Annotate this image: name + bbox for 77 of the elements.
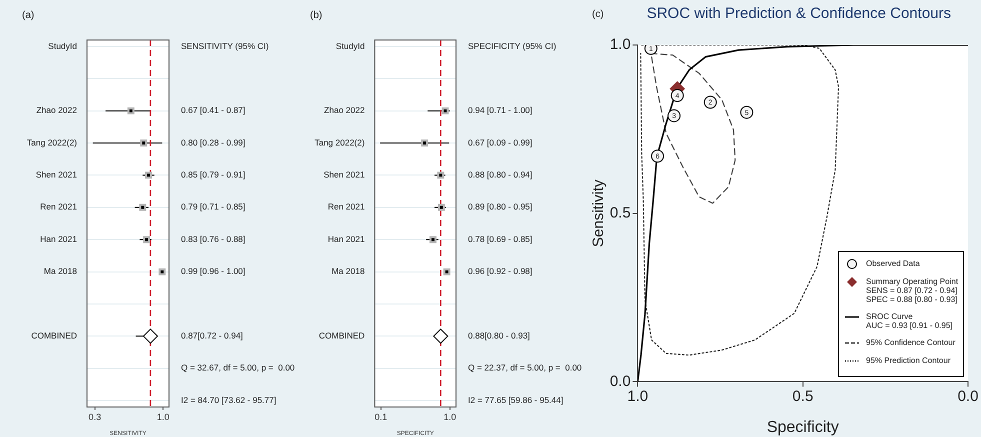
y-tick-label: Ren 2021 <box>40 202 78 212</box>
data-label: 0.87[0.72 - 0.94] <box>181 330 243 341</box>
y-tick-label: COMBINED <box>318 330 365 341</box>
y-tick-label: Zhao 2022 <box>36 105 78 116</box>
point <box>158 268 166 276</box>
text: Q = 22.37, df = 5.00, p = 0.00 <box>468 362 582 373</box>
data-label: 0.89 [0.80 - 0.95] <box>468 202 532 212</box>
data-label: 0.83 [0.76 - 0.88] <box>181 234 246 244</box>
y-tick-label: 1.0 <box>610 36 631 54</box>
point <box>430 236 436 244</box>
legend-label: Summary Operating Point <box>866 276 958 286</box>
x-tick-label: 0.3 <box>88 412 102 422</box>
point <box>433 328 448 344</box>
y-tick-label: COMBINED <box>31 330 77 341</box>
y-tick-label: Tang 2022(2) <box>26 137 78 148</box>
data-label: 0.79 [0.71 - 0.85] <box>181 202 246 212</box>
y-tick-label: Ma 2018 <box>332 266 365 276</box>
point <box>139 204 146 211</box>
point <box>437 172 444 179</box>
y-tick-label: Tang 2022(2) <box>314 137 365 148</box>
text: (a) <box>22 10 34 21</box>
data-label: 0.96 [0.92 - 0.98] <box>468 266 532 276</box>
x-tick-label: 0.1 <box>374 412 388 422</box>
x-axis-title: Specificity <box>766 418 839 436</box>
data-label: 0.80 [0.28 - 0.99] <box>181 137 246 148</box>
x-tick-label: 1.0 <box>444 412 456 422</box>
y-tick-label: 0.0 <box>610 372 631 390</box>
point <box>143 236 150 244</box>
data-label: 0.85 [0.79 - 0.91] <box>181 170 246 180</box>
x-tick-label: 1.0 <box>156 412 170 422</box>
data-label: 0.88 [0.80 - 0.94] <box>468 170 532 180</box>
annotation: AUC = 0.93 [0.91 - 0.95] <box>866 320 952 330</box>
legend-label: 95% Confidence Contour <box>866 338 956 347</box>
text: (b) <box>310 10 322 21</box>
y-tick-label: Shen 2021 <box>324 170 365 180</box>
point <box>704 96 717 109</box>
text: SPECIFICITY (95% CI) <box>468 40 556 51</box>
annotation: SENS = 0.87 [0.72 - 0.94] <box>866 286 958 295</box>
text: StudyId <box>48 40 78 51</box>
y-tick-label: 0.5 <box>610 204 631 222</box>
data-label: 0.99 [0.96 - 1.00] <box>181 266 246 276</box>
text: I2 = 84.70 [73.62 - 95.77] <box>181 394 276 405</box>
legend-label: 95% Prediction Contour <box>866 356 950 365</box>
chart-title: SROC with Prediction & Confidence Contours <box>646 5 952 22</box>
data-label: 0.67 [0.09 - 0.99] <box>468 137 532 148</box>
y-tick-label: Shen 2021 <box>36 170 78 180</box>
text: I2 = 77.65 [59.86 - 95.44] <box>468 394 564 405</box>
text: StudyId <box>336 40 365 51</box>
point <box>140 140 148 146</box>
x-tick-label: 0.0 <box>958 388 978 405</box>
point <box>442 107 449 114</box>
text: (c) <box>592 8 604 20</box>
legend-label: SROC Curve <box>866 312 914 321</box>
legend-label: Observed Data <box>866 258 920 268</box>
point <box>438 204 445 211</box>
y-tick-label: Ren 2021 <box>328 202 365 212</box>
point <box>670 89 684 102</box>
point <box>421 140 428 146</box>
line-series <box>640 45 840 356</box>
y-tick-label: Han 2021 <box>40 234 78 244</box>
annotation: SPEC = 0.88 [0.80 - 0.93] <box>866 294 958 304</box>
text: SENSITIVITY (95% CI) <box>181 40 269 51</box>
data-label: 0.88[0.80 - 0.93] <box>468 330 530 341</box>
y-tick-label: Ma 2018 <box>44 266 78 276</box>
y-tick-label: Zhao 2022 <box>324 105 365 116</box>
x-tick-label: 0.5 <box>792 388 814 405</box>
text: Q = 32.67, df = 5.00, p = 0.00 <box>181 362 295 373</box>
point <box>443 268 450 276</box>
point <box>127 107 134 114</box>
x-tick-label: 1.0 <box>627 388 648 405</box>
data-label: 0.94 [0.71 - 1.00] <box>468 105 532 116</box>
y-tick-label: Han 2021 <box>328 234 365 244</box>
point <box>142 328 158 344</box>
data-label: 0.67 [0.41 - 0.87] <box>181 105 246 116</box>
y-axis-title: Sensitivity <box>590 179 608 248</box>
data-label: 0.78 [0.69 - 0.85] <box>468 234 532 244</box>
point <box>145 172 152 179</box>
